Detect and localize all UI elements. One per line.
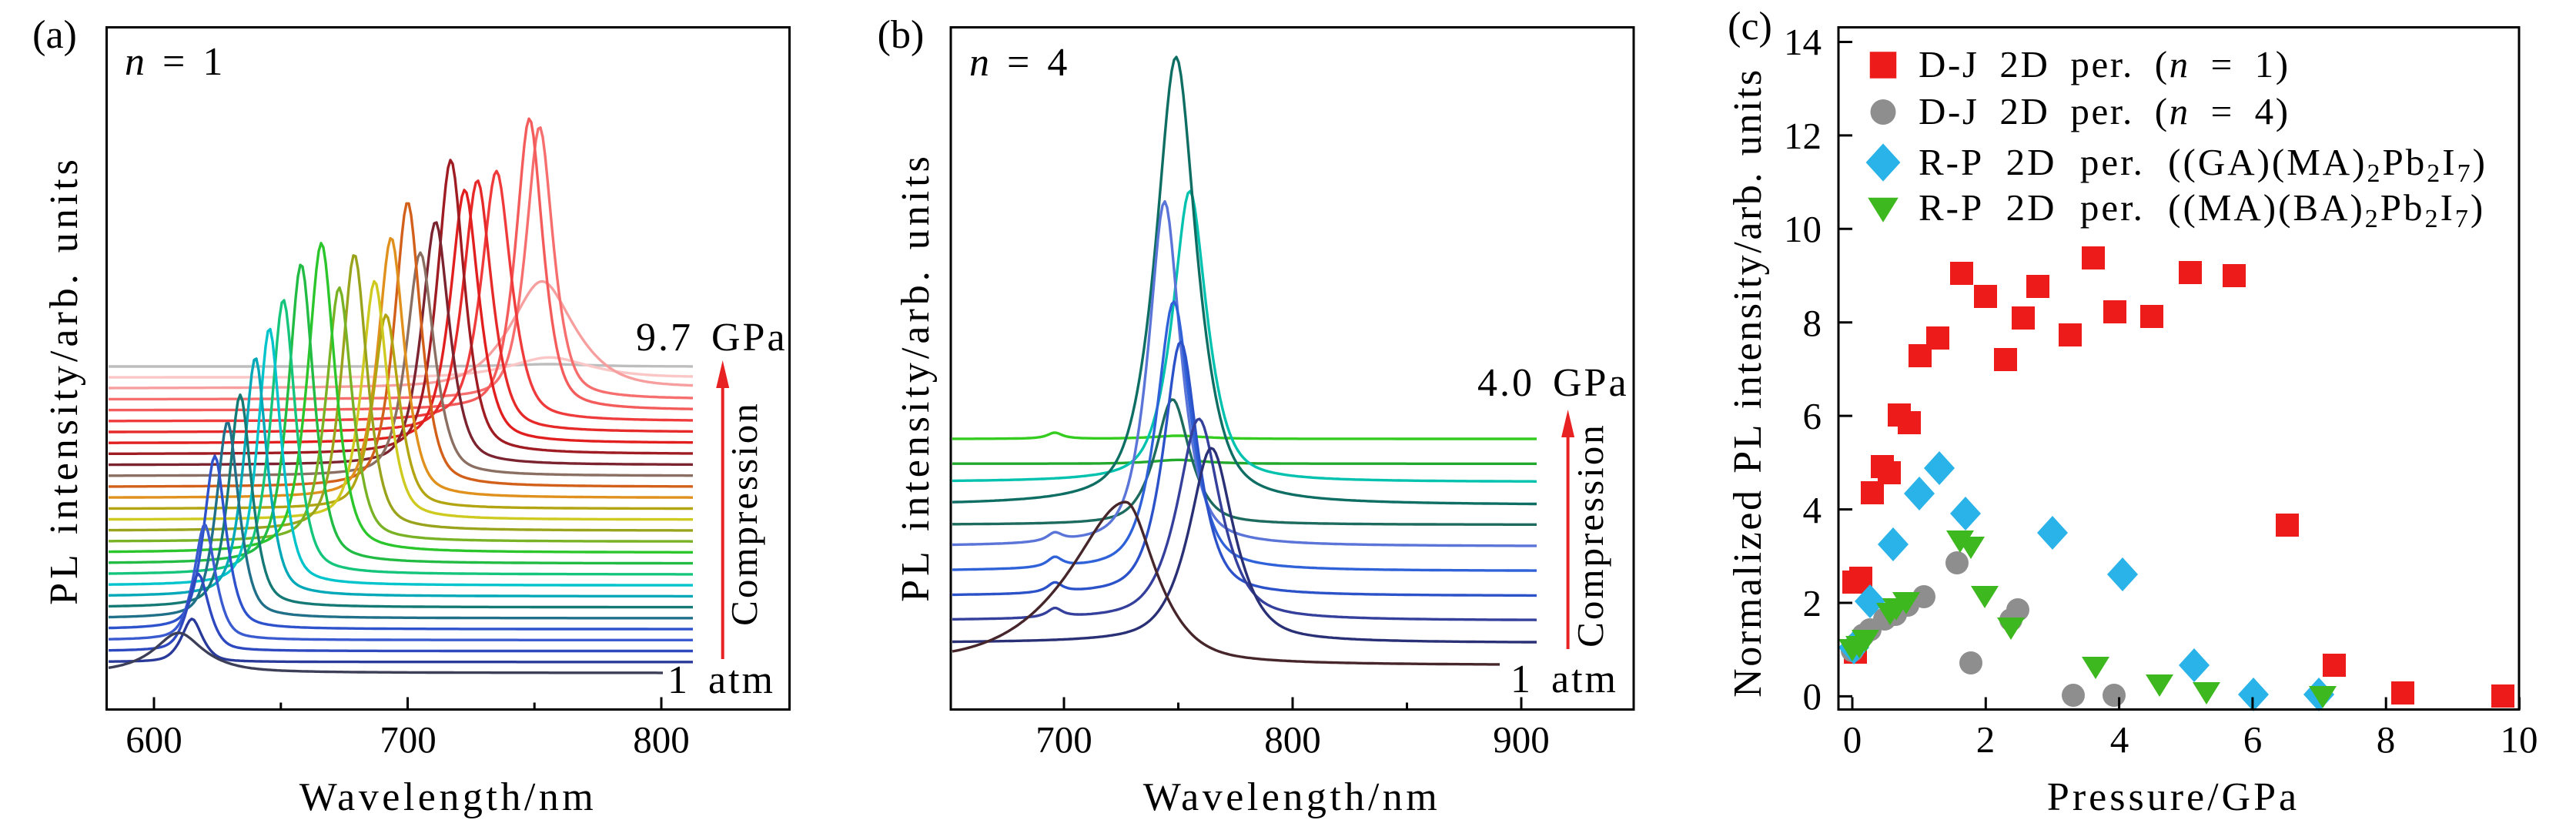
svg-text:800: 800 — [633, 718, 690, 761]
svg-text:4: 4 — [2110, 718, 2129, 761]
svg-text:800: 800 — [1264, 718, 1321, 761]
svg-text:Compression: Compression — [723, 401, 765, 626]
svg-text:Pressure/GPa: Pressure/GPa — [2047, 775, 2300, 819]
svg-text:0: 0 — [1803, 675, 1822, 718]
svg-text:1 atm: 1 atm — [667, 658, 775, 702]
svg-text:2: 2 — [1803, 582, 1822, 624]
svg-text:700: 700 — [380, 718, 437, 761]
svg-text:Wavelength/nm: Wavelength/nm — [1143, 775, 1440, 819]
svg-text:8: 8 — [1803, 302, 1822, 344]
svg-text:600: 600 — [125, 718, 182, 761]
svg-text:n = 1: n = 1 — [125, 40, 225, 84]
svg-text:9.7 GPa: 9.7 GPa — [636, 316, 788, 360]
svg-text:6: 6 — [2243, 718, 2263, 761]
svg-text:Compression: Compression — [1569, 423, 1611, 648]
svg-text:10: 10 — [2501, 718, 2538, 761]
svg-text:14: 14 — [1784, 21, 1822, 63]
svg-text:PL intensity/arb. units: PL intensity/arb. units — [894, 152, 938, 602]
svg-text:Wavelength/nm: Wavelength/nm — [299, 775, 597, 819]
svg-text:D-J 2D per. (n = 4): D-J 2D per. (n = 4) — [1919, 90, 2290, 132]
svg-text:R-P 2D per. ((MA)(BA)2Pb2I7): R-P 2D per. ((MA)(BA)2Pb2I7) — [1919, 186, 2485, 233]
svg-text:R-P 2D per. ((GA)(MA)2Pb2I7): R-P 2D per. ((GA)(MA)2Pb2I7) — [1919, 141, 2487, 188]
svg-text:6: 6 — [1803, 395, 1822, 437]
svg-text:D-J 2D per. (n = 1): D-J 2D per. (n = 1) — [1919, 43, 2290, 85]
svg-text:2: 2 — [1976, 718, 1996, 761]
svg-text:PL intensity/arb. units: PL intensity/arb. units — [42, 156, 86, 605]
svg-text:4.0 GPa: 4.0 GPa — [1477, 361, 1629, 405]
svg-text:(c): (c) — [1728, 5, 1772, 49]
svg-text:1 atm: 1 atm — [1510, 658, 1618, 701]
svg-text:900: 900 — [1493, 718, 1550, 761]
svg-text:(a): (a) — [32, 13, 77, 57]
svg-text:4: 4 — [1803, 489, 1822, 531]
svg-text:8: 8 — [2377, 718, 2396, 761]
svg-text:12: 12 — [1784, 115, 1822, 157]
svg-text:700: 700 — [1035, 718, 1092, 761]
svg-text:n = 4: n = 4 — [969, 41, 1069, 85]
svg-text:(b): (b) — [878, 13, 925, 57]
svg-text:0: 0 — [1843, 718, 1862, 761]
svg-text:Normalized PL intensity/arb. u: Normalized PL intensity/arb. units — [1726, 68, 1770, 698]
svg-text:10: 10 — [1784, 208, 1822, 250]
